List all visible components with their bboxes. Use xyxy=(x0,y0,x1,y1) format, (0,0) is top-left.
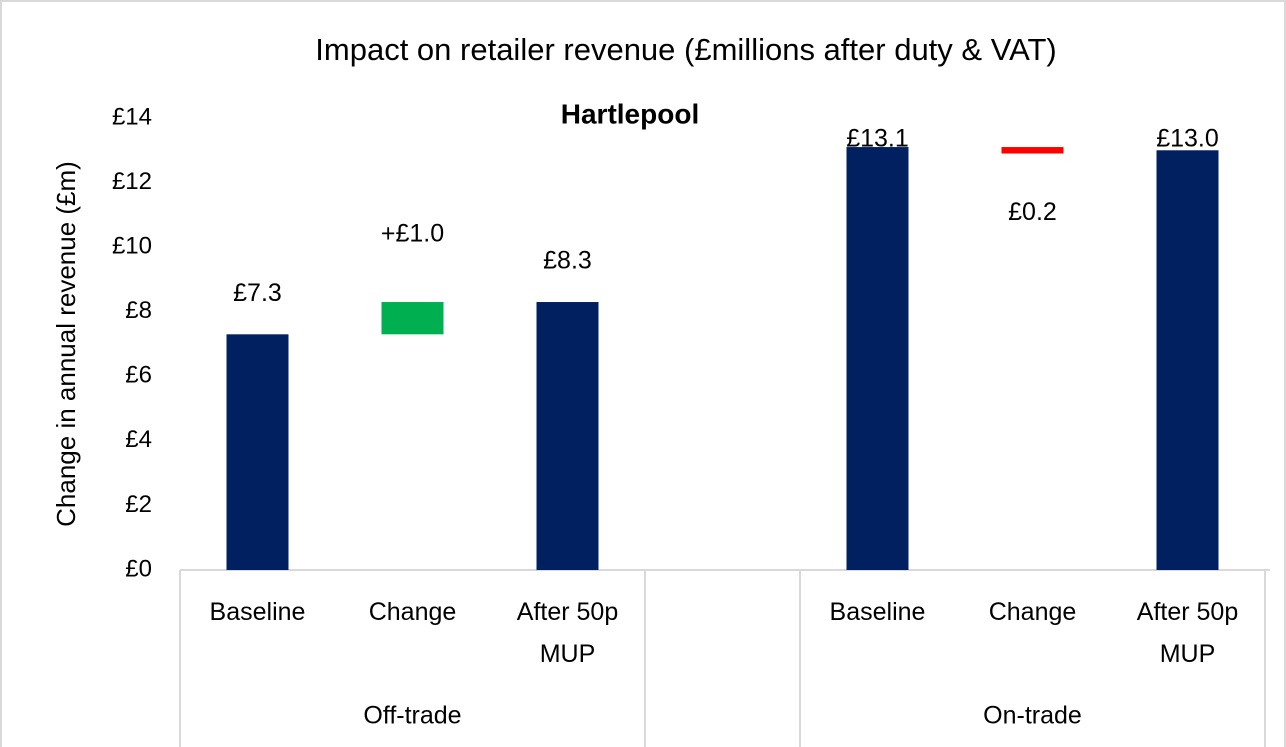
y-tick-label: £6 xyxy=(125,362,152,389)
y-tick-label: £14 xyxy=(112,103,152,130)
bar xyxy=(846,147,909,571)
y-axis-label: Change in annual revenue (£m) xyxy=(51,161,81,527)
value-label: £0.2 xyxy=(1008,198,1057,226)
group-label: On-trade xyxy=(983,702,1082,730)
x-tick-label: Change xyxy=(368,598,457,626)
bar xyxy=(381,302,444,335)
y-tick-label: £12 xyxy=(112,168,152,195)
chart-title: Impact on retailer revenue (£millions af… xyxy=(315,32,1056,67)
value-label: £8.3 xyxy=(543,247,592,275)
chart-subtitle: Hartlepool xyxy=(561,98,699,129)
value-label: £13.0 xyxy=(1156,125,1219,153)
bar xyxy=(1001,147,1064,154)
bar xyxy=(226,334,289,570)
bar xyxy=(536,302,599,570)
x-tick-label: Change xyxy=(988,598,1077,626)
y-tick-label: £2 xyxy=(125,491,152,518)
x-tick-label: Baseline xyxy=(209,598,306,626)
y-tick-label: £10 xyxy=(112,232,152,259)
x-tick-label: After 50p MUP xyxy=(1136,598,1239,668)
value-label: +£1.0 xyxy=(381,220,444,248)
x-tick-label: Baseline xyxy=(829,598,926,626)
value-label: £13.1 xyxy=(846,125,909,153)
x-tick-label: After 50p MUP xyxy=(516,598,619,668)
y-tick-label: £4 xyxy=(125,426,152,453)
value-label: £7.3 xyxy=(233,279,282,307)
y-tick-label: £8 xyxy=(125,297,152,324)
y-tick-label: £0 xyxy=(125,555,152,582)
group-label: Off-trade xyxy=(363,702,461,730)
bar xyxy=(1156,150,1219,571)
